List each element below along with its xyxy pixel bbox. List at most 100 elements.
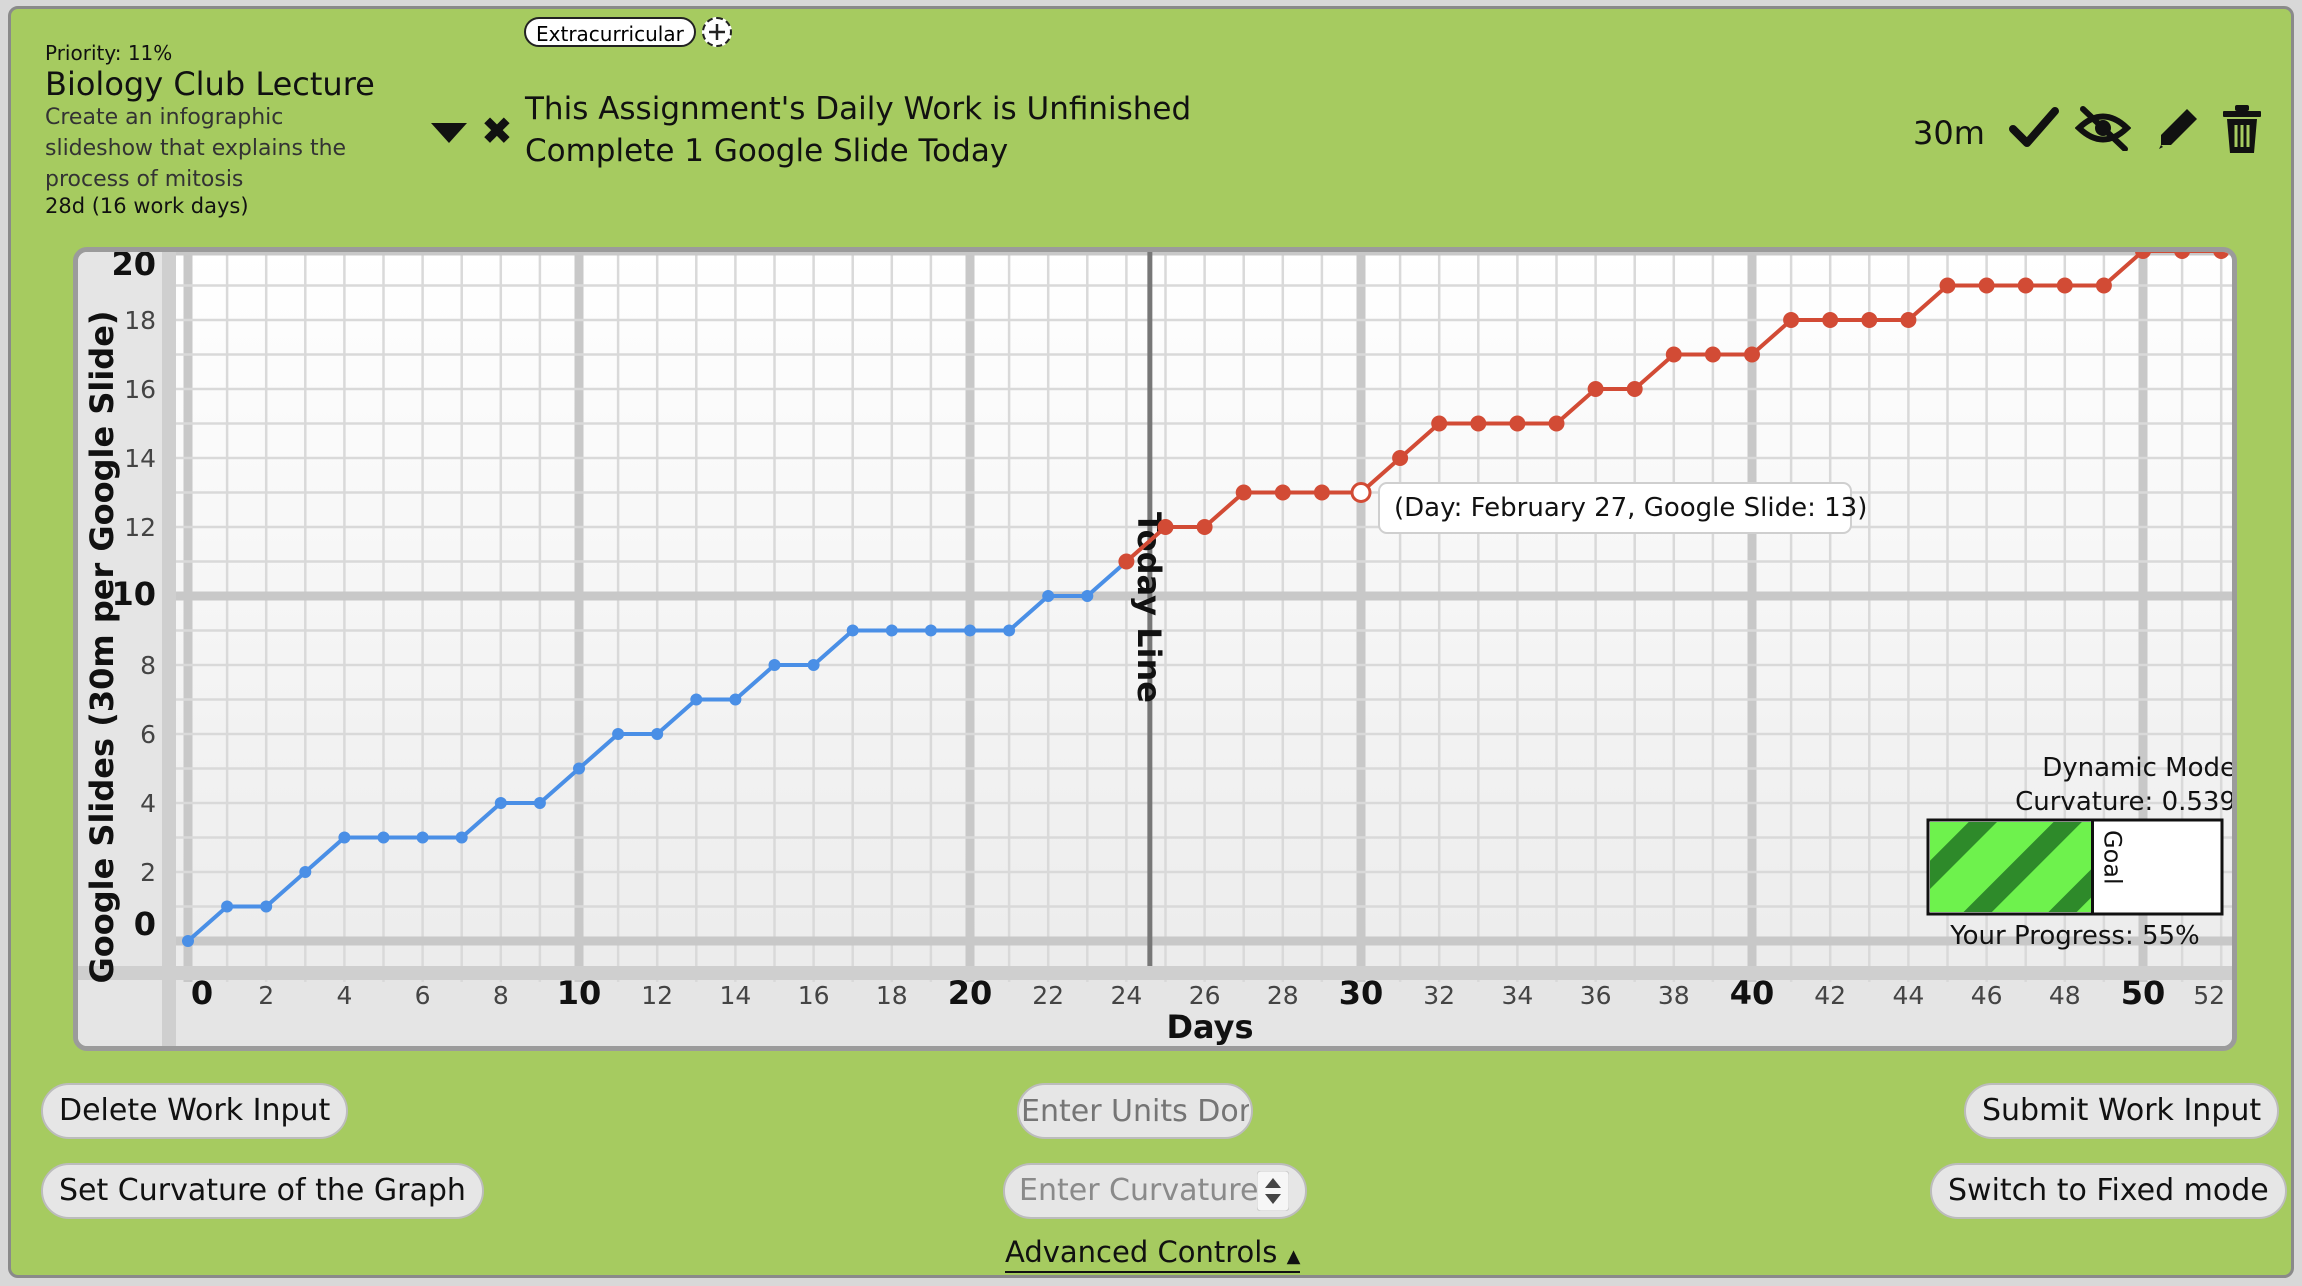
data-point[interactable]: [2135, 252, 2151, 259]
data-point[interactable]: [1003, 624, 1016, 637]
trash-icon[interactable]: [2221, 105, 2263, 159]
data-point[interactable]: [1783, 312, 1800, 328]
data-point[interactable]: [1704, 346, 1721, 363]
x-tick-label: 36: [1580, 981, 1612, 1010]
pencil-icon[interactable]: [2155, 105, 2201, 155]
work-graph[interactable]: 0 2 4 6 8 10 12 14 16 18 20 22 24 26 28 30 32 34 36 38 40 42 4…: [73, 247, 2237, 1051]
data-point[interactable]: [338, 831, 351, 844]
x-tick-label: 32: [1423, 981, 1455, 1010]
data-point[interactable]: [1196, 519, 1213, 535]
data-point[interactable]: [1822, 312, 1839, 328]
highlighted-point[interactable]: [1350, 482, 1372, 503]
advanced-controls-label: Advanced Controls: [1005, 1235, 1278, 1269]
data-point[interactable]: [1509, 415, 1526, 432]
data-point[interactable]: [1665, 346, 1682, 363]
data-point[interactable]: [2174, 252, 2191, 259]
data-point[interactable]: [1978, 277, 1995, 294]
x-tick-label: 30: [1339, 974, 1384, 1012]
x-tick-label: 6: [415, 981, 431, 1010]
daily-goal: Complete 1 Google Slide Today: [525, 133, 1009, 169]
data-point[interactable]: [1081, 590, 1094, 602]
mode-title: Dynamic Mode: [2042, 753, 2232, 783]
switch-mode-button[interactable]: Switch to Fixed mode: [1930, 1163, 2287, 1219]
spinner-icon[interactable]: [1256, 1170, 1290, 1215]
data-point[interactable]: [1744, 346, 1760, 363]
data-point[interactable]: [299, 866, 312, 878]
set-curvature-button[interactable]: Set Curvature of the Graph: [41, 1163, 484, 1219]
x-tick-label: 20: [948, 974, 993, 1012]
data-point[interactable]: [1861, 312, 1878, 328]
x-tick-label: 28: [1267, 981, 1299, 1010]
data-point[interactable]: [1431, 415, 1448, 432]
x-axis-label: Days: [1166, 1008, 1253, 1046]
data-point[interactable]: [729, 693, 742, 706]
data-point[interactable]: [1900, 312, 1917, 328]
data-point[interactable]: [377, 831, 390, 844]
data-point[interactable]: [182, 935, 194, 947]
data-point[interactable]: [2095, 277, 2112, 294]
data-point[interactable]: [1235, 484, 1252, 501]
y-tick-label: 2: [140, 858, 156, 887]
data-point[interactable]: [924, 624, 937, 637]
data-point[interactable]: [1470, 415, 1487, 432]
units-done-input[interactable]: [1017, 1083, 1253, 1139]
data-point[interactable]: [1939, 277, 1956, 294]
data-point[interactable]: [612, 728, 625, 740]
data-point[interactable]: [2213, 252, 2230, 259]
data-point[interactable]: [807, 659, 820, 671]
y-tick-label: 18: [124, 306, 156, 335]
data-point[interactable]: [1157, 519, 1174, 535]
data-point[interactable]: [2017, 277, 2034, 294]
curvature-input[interactable]: Enter Curvature: [1003, 1163, 1307, 1219]
collapse-arrow-icon[interactable]: [429, 121, 469, 149]
data-point[interactable]: [964, 624, 976, 637]
progress-label: Your Progress: 55%: [1949, 921, 2200, 951]
data-point[interactable]: [2056, 277, 2073, 294]
y-axis-band: [162, 252, 176, 1046]
data-point[interactable]: [1548, 415, 1565, 432]
x-tick-label: 8: [493, 981, 509, 1010]
data-point[interactable]: [1042, 590, 1055, 602]
data-point[interactable]: [651, 728, 664, 740]
y-tick-label: 10: [111, 575, 156, 613]
check-icon[interactable]: [2009, 105, 2059, 155]
advanced-controls-toggle[interactable]: Advanced Controls ▲: [1005, 1235, 1301, 1273]
y-tick-label: 16: [124, 375, 156, 404]
data-point[interactable]: [1587, 381, 1604, 397]
x-tick-label: 24: [1110, 981, 1142, 1010]
tag-extracurricular[interactable]: Extracurricular: [524, 17, 696, 47]
delete-work-input-button[interactable]: Delete Work Input: [41, 1083, 349, 1139]
data-point[interactable]: [455, 831, 468, 844]
data-point[interactable]: [221, 900, 234, 913]
curvature-readout: Curvature: 0.539: [2015, 787, 2232, 817]
status-line: This Assignment's Daily Work is Unfinish…: [525, 91, 1192, 127]
data-point[interactable]: [533, 797, 546, 809]
data-point[interactable]: [885, 624, 898, 637]
data-point[interactable]: [416, 831, 429, 844]
x-tick-label: 34: [1501, 981, 1533, 1010]
data-point[interactable]: [1118, 553, 1135, 570]
data-point[interactable]: [1274, 484, 1291, 501]
x-tick-label: 50: [2121, 974, 2166, 1012]
data-point[interactable]: [1392, 450, 1409, 466]
data-point[interactable]: [768, 659, 781, 671]
x-tick-label: 18: [876, 981, 908, 1010]
close-icon[interactable]: ✖: [481, 109, 513, 153]
x-tick-label: 38: [1658, 981, 1690, 1010]
x-tick-label: 14: [719, 981, 751, 1010]
data-point[interactable]: [1313, 484, 1330, 501]
data-point[interactable]: [494, 797, 507, 809]
x-tick-label: 26: [1189, 981, 1221, 1010]
days-remaining: 28d (16 work days): [45, 194, 249, 218]
data-point[interactable]: [260, 900, 273, 913]
eye-slash-icon[interactable]: [2074, 105, 2132, 155]
tooltip: (Day: February 27, Google Slide: 13): [1378, 482, 1867, 534]
data-point[interactable]: [846, 624, 859, 637]
add-tag-icon[interactable]: [702, 17, 732, 47]
data-point[interactable]: [690, 693, 703, 706]
data-point[interactable]: [1626, 381, 1643, 397]
x-tick-label: 0: [191, 974, 213, 1012]
data-point[interactable]: [573, 762, 585, 775]
submit-work-input-button[interactable]: Submit Work Input: [1964, 1083, 2280, 1139]
graph-canvas[interactable]: 0 2 4 6 8 10 12 14 16 18 20 22 24 26 28 30 32 34 36 38 40 42 4…: [78, 252, 2232, 1046]
